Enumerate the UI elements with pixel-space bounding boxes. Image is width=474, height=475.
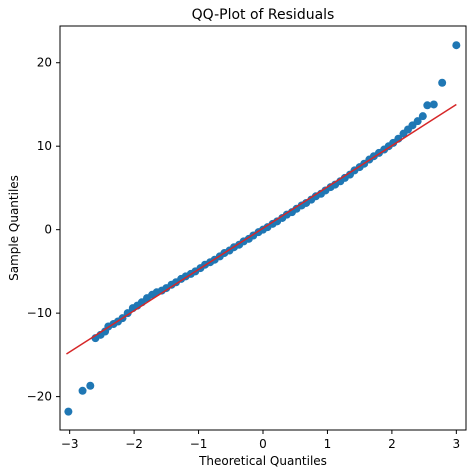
- x-tick-label: −1: [190, 437, 208, 451]
- y-axis: −20 −10 0 10 20: [27, 56, 60, 404]
- data-point: [86, 381, 95, 390]
- reference-line: [66, 103, 457, 355]
- data-point: [429, 100, 438, 109]
- data-point: [413, 117, 422, 126]
- y-tick-label: −20: [27, 390, 52, 404]
- data-point: [452, 41, 461, 50]
- x-tick-label: 3: [453, 437, 461, 451]
- x-tick-label: 2: [388, 437, 396, 451]
- data-point: [438, 78, 447, 87]
- plot-area: [64, 41, 461, 416]
- y-tick-label: 0: [44, 223, 52, 237]
- x-tick-label: −2: [125, 437, 143, 451]
- data-point: [418, 112, 427, 121]
- y-tick-label: 10: [37, 139, 52, 153]
- x-axis: −3 −2 −1 0 1 2 3: [61, 430, 460, 451]
- data-point: [423, 101, 432, 110]
- x-tick-label: 1: [324, 437, 332, 451]
- data-point: [78, 386, 87, 395]
- y-axis-label: Sample Quantiles: [7, 175, 21, 281]
- data-point: [64, 407, 73, 416]
- x-axis-label: Theoretical Quantiles: [198, 454, 327, 468]
- x-tick-label: −3: [61, 437, 79, 451]
- x-tick-label: 0: [259, 437, 267, 451]
- y-tick-label: 20: [37, 56, 52, 70]
- y-tick-label: −10: [27, 306, 52, 320]
- chart-title: QQ-Plot of Residuals: [192, 7, 335, 23]
- data-point: [123, 309, 132, 318]
